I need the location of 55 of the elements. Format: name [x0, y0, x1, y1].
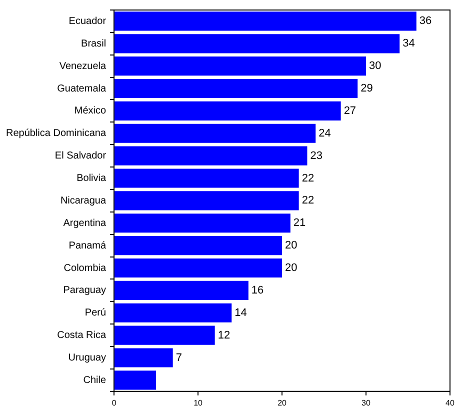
- bar: [114, 370, 156, 390]
- data-label: 22: [302, 172, 314, 184]
- data-label: 22: [302, 194, 314, 207]
- data-label: 12: [218, 329, 230, 342]
- bar: [114, 214, 290, 233]
- data-label: 21: [293, 217, 306, 230]
- data-label: 23: [310, 150, 322, 162]
- y-tick-label: Paraguay: [63, 285, 106, 296]
- bar: [114, 146, 308, 166]
- x-tick-label: 40: [446, 398, 455, 408]
- data-label: 16: [251, 284, 264, 296]
- bar: [114, 34, 400, 54]
- x-tick-label: 0: [112, 398, 117, 408]
- y-tick-label: Costa Rica: [57, 330, 106, 342]
- data-label: 14: [234, 306, 247, 319]
- y-tick-label: Nicaragua: [60, 195, 106, 206]
- data-label: 20: [285, 240, 298, 252]
- y-tick-label: México: [74, 106, 106, 117]
- data-label: 20: [285, 262, 298, 274]
- bar: [114, 101, 341, 120]
- y-tick-label: Uruguay: [68, 352, 106, 364]
- y-tick-label: Guatemala: [57, 83, 106, 94]
- bar: [114, 124, 316, 143]
- data-label: 24: [318, 127, 331, 140]
- y-tick-label: Argentina: [63, 218, 106, 229]
- x-tick-label: 10: [194, 398, 204, 408]
- bar: [114, 258, 282, 278]
- bar: [114, 326, 215, 345]
- data-label: 7: [176, 352, 182, 364]
- bar: [114, 56, 366, 76]
- x-tick-label: 30: [362, 398, 372, 408]
- bar: [114, 236, 282, 256]
- y-tick-label: Panamá: [68, 240, 106, 252]
- bar: [114, 280, 248, 300]
- bar: [114, 191, 299, 210]
- data-label: 29: [360, 82, 373, 95]
- y-tick-label: Perú: [84, 308, 106, 319]
- y-tick-label: El Salvador: [54, 150, 107, 162]
- data-label: 36: [419, 15, 432, 28]
- y-tick-label: Venezuela: [59, 60, 106, 72]
- y-tick-label: Bolivia: [76, 173, 106, 184]
- y-tick-label: Chile: [83, 374, 106, 386]
- y-tick-label: República Dominicana: [6, 128, 106, 140]
- data-label: 34: [402, 38, 415, 50]
- bar: [114, 168, 299, 188]
- y-tick-label: Ecuador: [68, 16, 107, 27]
- bar: [114, 348, 173, 368]
- bar: [114, 303, 232, 322]
- bar: [114, 78, 358, 98]
- y-tick-label: Colombia: [64, 262, 106, 274]
- x-tick-label: 20: [278, 398, 288, 408]
- data-label: 30: [369, 60, 382, 72]
- y-tick-label: Brasil: [81, 38, 106, 50]
- data-label: 27: [344, 104, 356, 117]
- bar: [114, 12, 416, 31]
